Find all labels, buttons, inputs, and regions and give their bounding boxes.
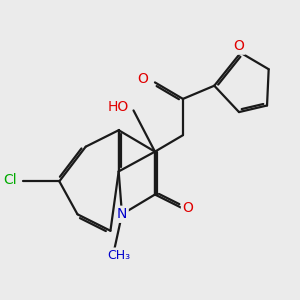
Text: HO: HO [107, 100, 129, 114]
Text: O: O [137, 72, 148, 86]
Text: O: O [234, 39, 244, 53]
Text: O: O [182, 201, 193, 215]
Text: N: N [117, 207, 127, 221]
Text: CH₃: CH₃ [107, 249, 130, 262]
Text: Cl: Cl [3, 173, 16, 187]
